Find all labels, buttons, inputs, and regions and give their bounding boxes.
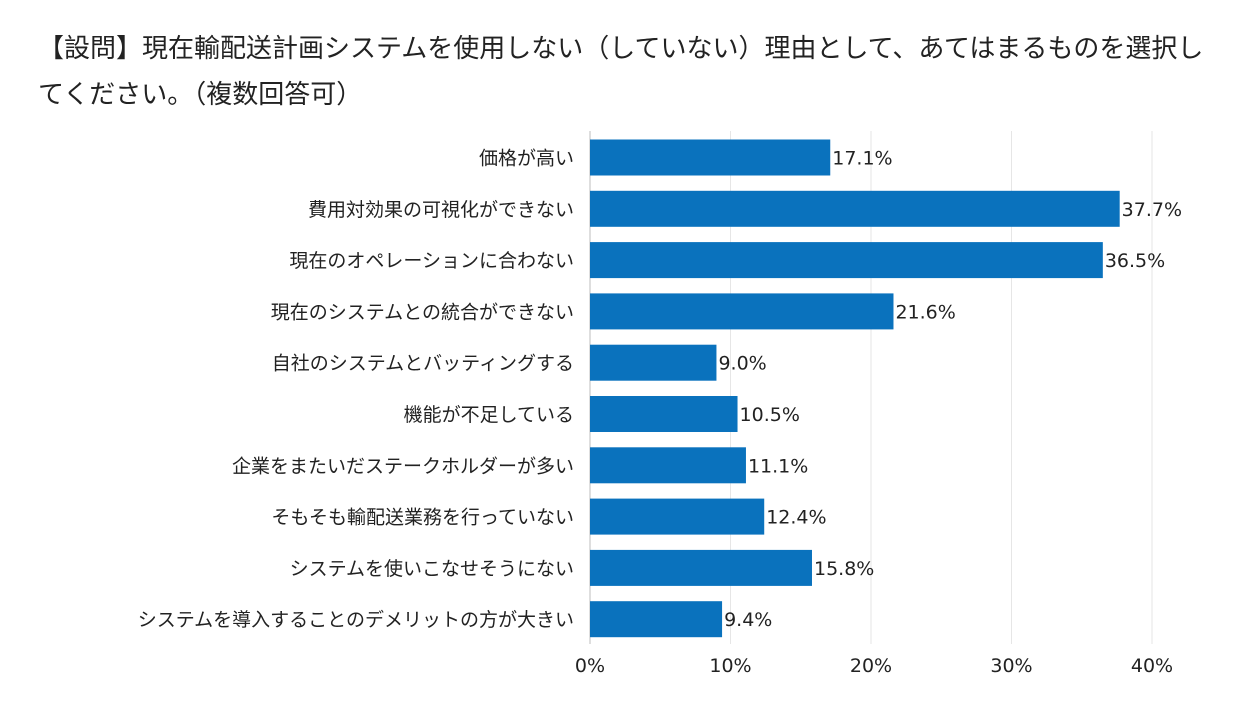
bar	[590, 139, 831, 176]
bar	[590, 549, 812, 586]
category-label: 価格が高い	[479, 148, 574, 170]
category-label: 機能が不足している	[404, 404, 574, 426]
label-layer: 価格が高い 17.1% 費用対効果の可視化ができない 37.7% 現在のオペレーションに…	[138, 148, 1182, 632]
x-tick-label: 10%	[709, 655, 751, 677]
data-label: 21.6%	[895, 301, 955, 323]
category-label: 現在のシステムとの統合ができない	[271, 301, 574, 323]
bar	[590, 447, 746, 484]
data-label: 17.1%	[832, 148, 892, 170]
bar-layer	[590, 139, 1120, 638]
x-tick-label: 40%	[1131, 655, 1173, 677]
category-label: 自社のシステムとバッティングする	[272, 353, 574, 375]
data-label: 37.7%	[1122, 199, 1182, 221]
bar	[590, 344, 717, 381]
category-label: システムを使いこなせそうにない	[290, 558, 574, 580]
bar	[590, 242, 1103, 279]
chart-title: 【設問】現在輸配送計画システムを使用しない（していない）理由として、あてはまるも…	[38, 34, 1204, 110]
category-label: 現在のオペレーションに合わない	[289, 250, 574, 272]
data-label: 12.4%	[766, 507, 826, 529]
category-label: 企業をまたいだステークホルダーが多い	[232, 455, 574, 477]
data-label: 9.0%	[718, 353, 766, 375]
category-label: システムを導入することのデメリットの方が大きい	[138, 609, 574, 631]
x-tick-label: 20%	[850, 655, 892, 677]
x-tick-label: 0%	[575, 655, 605, 677]
category-label: 費用対効果の可視化ができない	[308, 199, 574, 221]
bar	[590, 498, 765, 535]
bar	[590, 601, 723, 638]
data-label: 36.5%	[1105, 250, 1165, 272]
bar	[590, 293, 894, 330]
category-label: そもそも輸配送業務を行っていない	[271, 507, 574, 529]
data-label: 10.5%	[740, 404, 800, 426]
bar	[590, 190, 1120, 227]
data-label: 15.8%	[814, 558, 874, 580]
x-tick-label: 30%	[990, 655, 1032, 677]
data-label: 9.4%	[724, 609, 772, 631]
data-label: 11.1%	[748, 455, 808, 477]
tick-layer: 0% 10% 20% 30% 40%	[575, 655, 1173, 677]
bar	[590, 396, 738, 432]
